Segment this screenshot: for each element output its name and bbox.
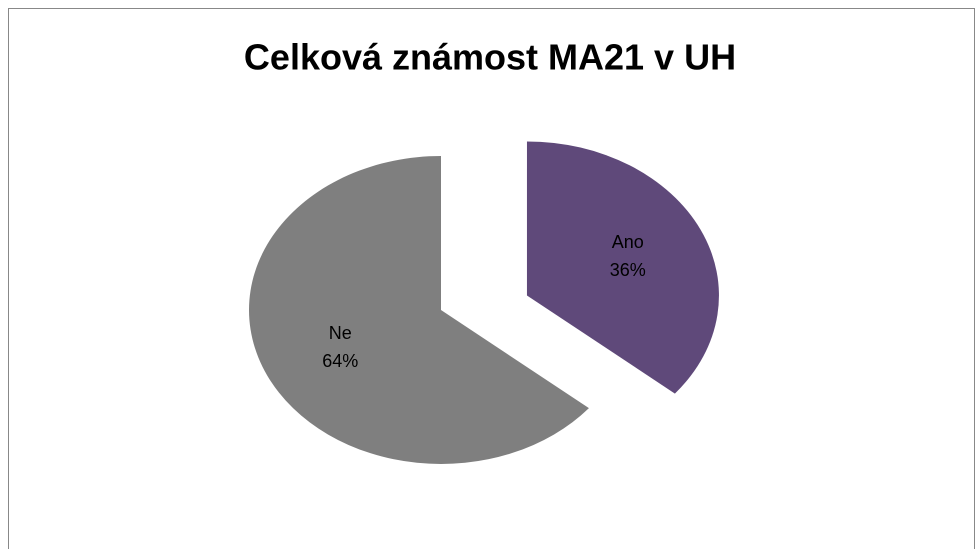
pie-slice (526, 141, 719, 394)
slice-value-label: 64% (322, 351, 358, 371)
chart-title: Celková známost MA21 v UH (244, 37, 736, 78)
chart-border (8, 8, 975, 549)
slice-label: Ne (329, 323, 352, 343)
slice-label: Ano (612, 232, 644, 252)
pie-slice (249, 156, 589, 464)
slice-value-label: 36% (610, 260, 646, 280)
